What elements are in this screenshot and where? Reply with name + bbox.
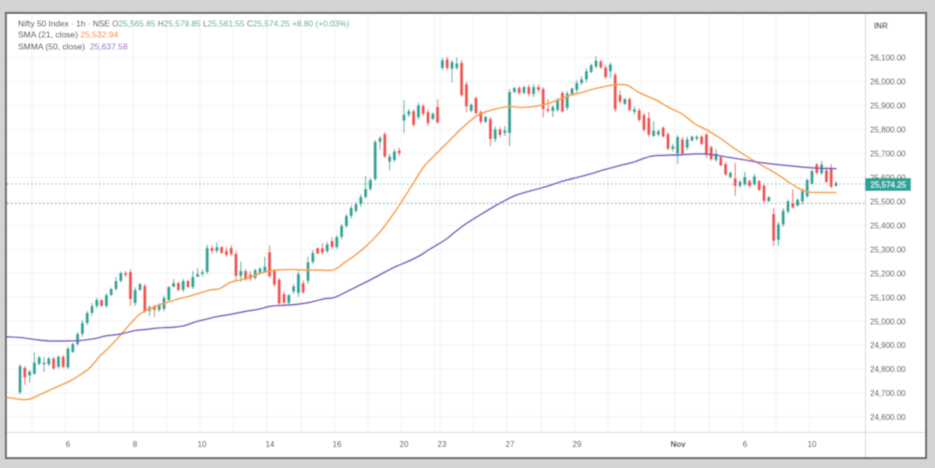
svg-text:6: 6 xyxy=(743,440,748,449)
svg-text:25,500.00: 25,500.00 xyxy=(870,197,906,206)
svg-text:INR: INR xyxy=(874,22,888,31)
svg-text:16: 16 xyxy=(333,440,342,449)
svg-text:Nov: Nov xyxy=(670,440,686,449)
svg-text:25,400.00: 25,400.00 xyxy=(870,221,906,230)
svg-text:20: 20 xyxy=(400,440,409,449)
svg-text:25,800.00: 25,800.00 xyxy=(870,126,906,135)
svg-text:8: 8 xyxy=(133,440,138,449)
svg-text:10: 10 xyxy=(808,440,817,449)
svg-text:6: 6 xyxy=(66,440,71,449)
svg-text:25,000.00: 25,000.00 xyxy=(870,317,906,326)
svg-text:14: 14 xyxy=(266,440,275,449)
svg-text:25,700.00: 25,700.00 xyxy=(870,150,906,159)
svg-text:26,000.00: 26,000.00 xyxy=(870,78,906,87)
svg-text:24,600.00: 24,600.00 xyxy=(870,413,906,422)
svg-text:SMMA (50, close) 25,637.58: SMMA (50, close) 25,637.58 xyxy=(18,41,128,51)
svg-text:25,200.00: 25,200.00 xyxy=(870,269,906,278)
svg-text:26,100.00: 26,100.00 xyxy=(870,54,906,63)
svg-text:25,100.00: 25,100.00 xyxy=(870,293,906,302)
svg-text:25,900.00: 25,900.00 xyxy=(870,102,906,111)
svg-text:SMA (21, close) 25,532.94: SMA (21, close) 25,532.94 xyxy=(18,30,118,40)
svg-text:25,300.00: 25,300.00 xyxy=(870,245,906,254)
svg-text:Nifty 50 Index · 1h · NSE O25,: Nifty 50 Index · 1h · NSE O25,565.85 H25… xyxy=(18,18,350,28)
svg-text:24,900.00: 24,900.00 xyxy=(870,341,906,350)
svg-text:25,600.00: 25,600.00 xyxy=(870,173,906,182)
svg-text:23: 23 xyxy=(438,440,447,449)
svg-text:29: 29 xyxy=(573,440,582,449)
svg-text:25,574.25: 25,574.25 xyxy=(871,180,907,189)
svg-text:27: 27 xyxy=(506,440,515,449)
svg-text:10: 10 xyxy=(198,440,207,449)
svg-text:24,800.00: 24,800.00 xyxy=(870,365,906,374)
svg-text:24,700.00: 24,700.00 xyxy=(870,389,906,398)
